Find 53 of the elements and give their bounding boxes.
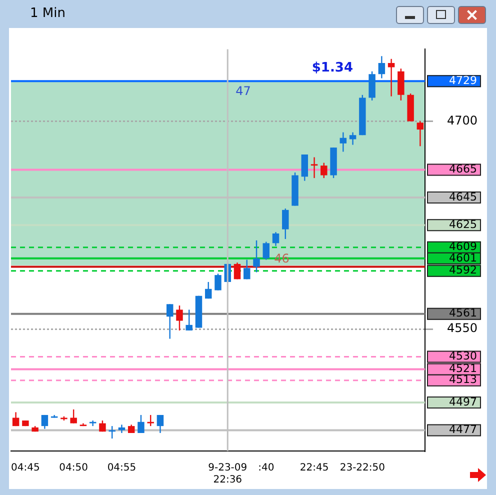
candlestick — [244, 259, 250, 280]
x-tick-label: 9-23-09 22:36 — [208, 462, 248, 486]
x-tick-label: 04:45 — [11, 462, 40, 474]
candlestick — [108, 425, 116, 440]
candlestick — [320, 162, 328, 179]
candlestick — [310, 156, 318, 179]
ref-line-label: 4645 — [449, 190, 477, 204]
candlestick — [186, 309, 192, 332]
x-tick-label: 23-22:50 — [340, 462, 385, 474]
y-tick-label: 4700 — [447, 113, 478, 128]
chart-title: 1 Min — [30, 6, 66, 21]
candlestick — [301, 154, 308, 182]
ref-line-label: 4601 — [449, 251, 477, 264]
candlestick — [416, 120, 424, 147]
candlestick — [262, 241, 270, 260]
ref-line-label: 4521 — [449, 362, 477, 376]
annotation: $1.34 — [312, 60, 353, 76]
ref-line-label: 4561 — [449, 306, 477, 320]
ref-line-label: 4477 — [449, 423, 477, 436]
x-tick-label: 22:45 — [300, 462, 329, 474]
ref-line-label: 4609 — [449, 240, 477, 254]
candlestick — [234, 262, 241, 280]
candlestick — [340, 132, 347, 152]
x-tick-label: :40 — [258, 462, 274, 474]
candlestick — [378, 56, 386, 79]
y-tick-label: 4550 — [447, 321, 478, 336]
candlestick — [282, 208, 289, 240]
ref-line-label: 4530 — [449, 350, 477, 363]
ref-line-label: 4592 — [449, 264, 477, 277]
candlestick — [253, 240, 260, 273]
candlestick — [368, 70, 376, 102]
annotation: 47 — [236, 84, 251, 98]
ref-line-label: 4497 — [449, 395, 477, 408]
candlestick — [41, 414, 48, 430]
candlestick — [398, 68, 404, 102]
ref-line-label: 4625 — [449, 218, 477, 232]
ref-line-label: 4729 — [449, 74, 477, 87]
ref-line-label: 4665 — [449, 162, 477, 176]
x-tick-label: 04:55 — [107, 462, 136, 474]
candlestick — [388, 58, 395, 97]
candlestick — [349, 132, 356, 146]
candlestick — [176, 304, 183, 332]
candlestick — [138, 414, 144, 434]
candlestick — [166, 304, 174, 340]
candlestick — [12, 412, 20, 427]
candlestick — [147, 414, 154, 427]
x-tick-label: 04:50 — [59, 462, 88, 474]
candlestick — [272, 231, 280, 247]
candlestick — [70, 408, 77, 424]
candlestick — [205, 281, 212, 300]
candlestick — [156, 414, 164, 434]
candlestick — [214, 273, 222, 291]
ref-line-label: 4513 — [449, 373, 477, 386]
